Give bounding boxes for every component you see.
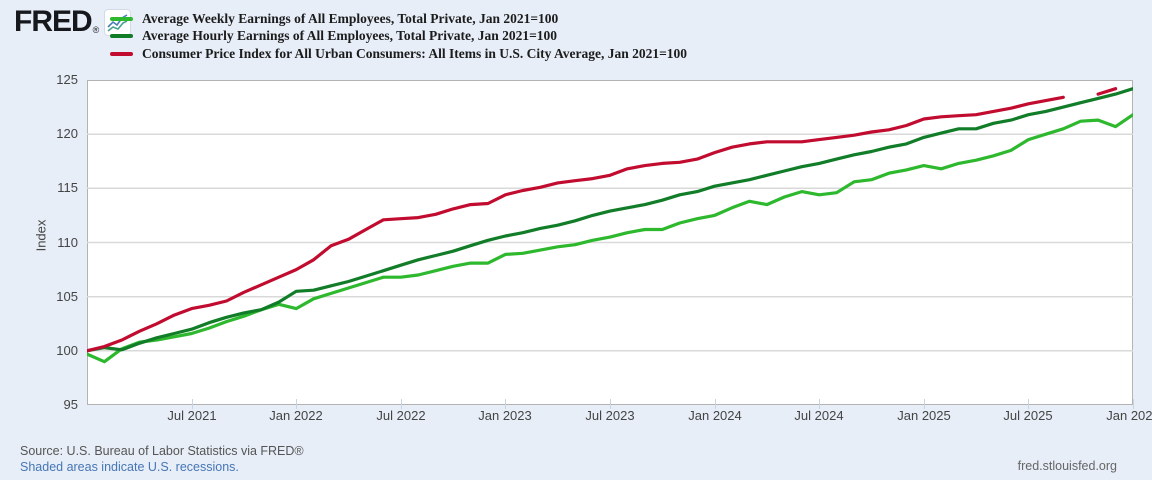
y-tick-label: 120	[56, 126, 78, 142]
recessions-link[interactable]: Shaded areas indicate U.S. recessions.	[20, 460, 239, 474]
legend-swatch-hourly-earnings	[110, 34, 133, 39]
x-tick-label: Jan 2022	[269, 408, 323, 423]
source-note: Source: U.S. Bureau of Labor Statistics …	[20, 444, 304, 458]
series-line-cpi	[87, 95, 1065, 353]
x-tick	[192, 399, 193, 409]
x-tick	[401, 399, 402, 409]
x-tick	[296, 399, 297, 409]
x-tick-label: Jul 2024	[794, 408, 844, 423]
fred-logo[interactable]: FRED ®	[14, 5, 132, 38]
fred-logo-text: FRED	[14, 5, 93, 38]
x-tick	[819, 399, 820, 409]
x-tick	[505, 399, 506, 409]
x-tick	[1028, 399, 1029, 409]
x-tick	[1133, 399, 1134, 409]
y-tick-label: 95	[63, 397, 78, 412]
legend-label: Consumer Price Index for All Urban Consu…	[142, 45, 688, 61]
legend-label: Average Hourly Earnings of All Employees…	[142, 28, 558, 44]
legend: Average Weekly Earnings of All Employees…	[110, 10, 687, 63]
legend-label: Average Weekly Earnings of All Employees…	[142, 10, 559, 26]
x-tick-label: Jul 2023	[585, 408, 635, 423]
x-tick	[610, 399, 611, 409]
registered-mark: ®	[92, 25, 100, 35]
legend-item: Consumer Price Index for All Urban Consu…	[110, 45, 687, 63]
x-tick-label: Jul 2025	[1003, 408, 1053, 423]
legend-swatch-cpi	[110, 51, 133, 56]
y-tick-label: 125	[56, 72, 78, 87]
x-tick-label: Jan 2024	[688, 408, 742, 423]
fred-logo-chart-icon	[104, 8, 132, 36]
x-tick	[924, 399, 925, 409]
x-tick-label: Jul 2021	[167, 408, 217, 423]
fred-url-link[interactable]: fred.stlouisfed.org	[1017, 459, 1117, 473]
legend-item: Average Hourly Earnings of All Employees…	[110, 28, 687, 46]
series-line-cpi	[1096, 87, 1118, 96]
x-tick-label: Jan 2023	[478, 408, 532, 423]
x-tick-label: Jan 2025	[897, 408, 951, 423]
series-line-hourly-earnings	[87, 87, 1133, 353]
legend-swatch-weekly-earnings	[110, 16, 133, 21]
y-tick-label: 105	[56, 288, 78, 304]
x-tick	[715, 399, 716, 409]
plot-area	[87, 80, 1133, 405]
legend-item: Average Weekly Earnings of All Employees…	[110, 10, 687, 28]
y-tick-label: 115	[57, 180, 78, 196]
x-tick-label: Jul 2022	[376, 408, 426, 423]
x-tick-label: Jan 2026	[1106, 408, 1152, 423]
y-tick-label: 110	[57, 234, 78, 250]
y-tick-label: 100	[56, 342, 78, 358]
